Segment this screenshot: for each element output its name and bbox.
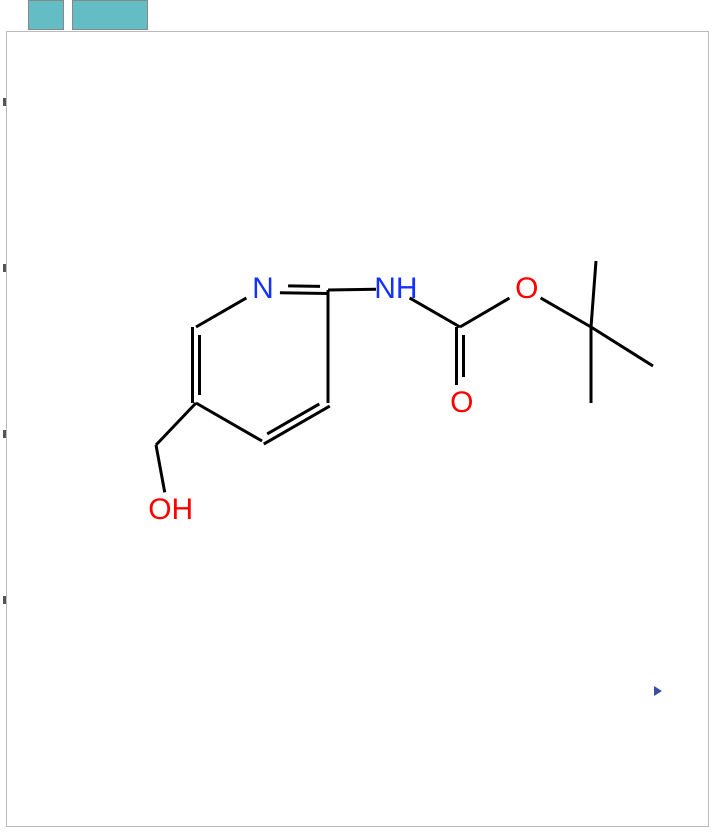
atom-label-O_single: O [515,274,538,304]
molecule-diagram [0,0,715,833]
atom-label-O_oh: OH [148,495,193,525]
atom-label-N_ring: N [252,274,274,304]
atom-label-O_dbl: O [450,388,473,418]
atom-label-N_nh: NH [374,274,417,304]
